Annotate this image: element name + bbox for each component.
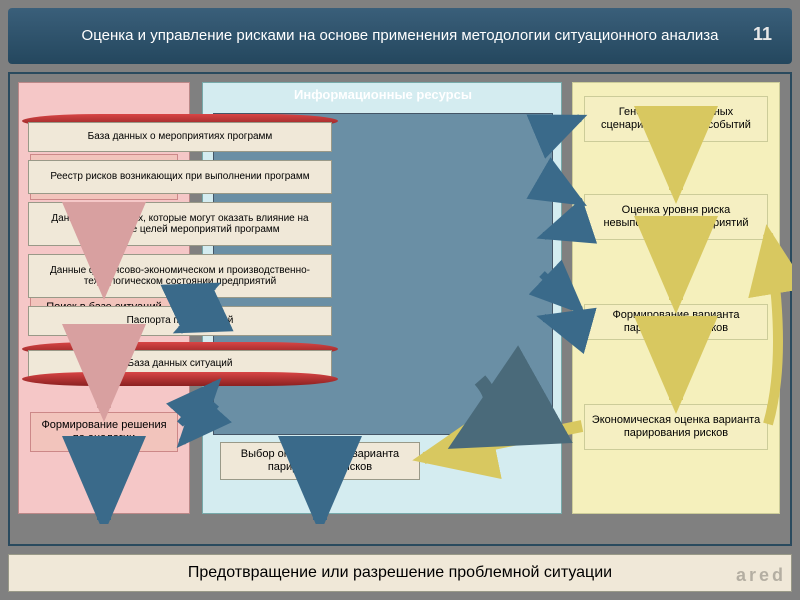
right-box-3: Формирование варианта парирования рисков [584,304,768,340]
right-box-1: Генерация возможных сценариев развития с… [584,96,768,142]
right-box-2: Оценка уровня риска невыполнения меропри… [584,194,768,240]
page-number: 11 [753,24,772,45]
db-item-4: Паспорта предприятий [28,306,332,336]
mid-bottom-box: Выбор оптимального варианта парирования … [220,442,420,480]
slide-header: Оценка и управление рисками на основе пр… [8,8,792,64]
bottom-result-text: Предотвращение или разрешение проблемной… [188,564,612,582]
db-item-2: Данные о факторах, которые могут оказать… [28,202,332,246]
db-panel-title: Информационные ресурсы [213,87,553,102]
watermark: ared [736,565,786,586]
slide-title: Оценка и управление рисками на основе пр… [82,26,719,46]
db-cap-bottom [22,372,338,386]
diagram-frame: Информационные ресурсы Возникновение про… [8,72,792,546]
left-box-3: Формирование решения по аналогии [30,412,178,452]
bottom-result-box: Предотвращение или разрешение проблемной… [8,554,792,592]
right-box-4: Экономическая оценка варианта парировани… [584,404,768,450]
db-item-3: Данные финансово-экономическом и произво… [28,254,332,298]
db-item-0: База данных о мероприятиях программ [28,122,332,152]
db-item-1: Реестр рисков возникающих при выполнении… [28,160,332,194]
